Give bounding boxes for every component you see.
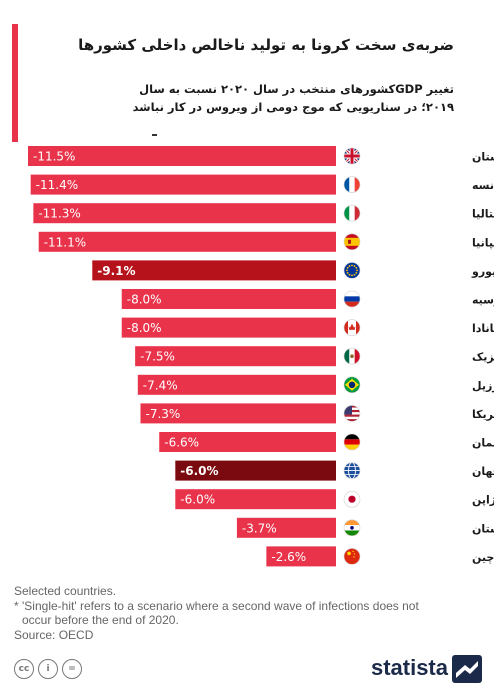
category-label: فرانسه — [472, 179, 494, 192]
bar — [121, 317, 336, 338]
note-single-hit: * 'Single-hit' refers to a scenario wher… — [14, 598, 419, 613]
source-label: Source: OECD — [14, 627, 94, 642]
canada-flag-icon — [343, 319, 361, 336]
bar-chart: -11.5% انگلستان -11.4% فرانسه -11.3% ایتالیا -… — [28, 146, 494, 567]
category-label: جهان — [472, 465, 494, 478]
bar-value-label: -8.0% — [127, 321, 162, 335]
subtitle-line-1: تغییر GDPکشورهای منتخب در سال ۲۰۲۰ نسبت … — [139, 82, 454, 96]
category-label: منطقه یورو — [471, 265, 494, 278]
category-label: آلمان — [472, 436, 494, 450]
bar-value-label: -11.3% — [38, 207, 80, 221]
bar — [175, 489, 336, 510]
category-label: چین — [472, 551, 494, 564]
mexico-flag-icon — [343, 347, 361, 365]
footer-notes: Selected countries. * 'Single-hit' refer… — [14, 584, 484, 642]
bar — [92, 260, 336, 281]
bar — [140, 403, 336, 424]
accent-bar — [12, 24, 18, 142]
bar — [175, 460, 336, 481]
japan-flag-icon — [343, 490, 361, 508]
italy-flag-icon — [343, 204, 361, 222]
no-derivatives-icon[interactable]: = — [62, 659, 82, 679]
bar-value-label: -9.1% — [97, 264, 135, 278]
bar-value-label: -11.5% — [33, 150, 75, 164]
category-label: ژاپن — [472, 494, 494, 507]
category-label: هندوستان — [472, 522, 494, 535]
category-label: انگلستان — [472, 151, 494, 164]
note-selected-countries: Selected countries. — [14, 584, 117, 598]
tick-mark — [152, 134, 157, 136]
statista-logo-text[interactable]: statista — [370, 655, 448, 680]
attribution-icon[interactable]: i — [38, 659, 58, 679]
bar — [137, 374, 336, 395]
category-label: روسیه — [472, 294, 494, 307]
bar-value-label: -7.4% — [143, 378, 178, 392]
brazil-flag-icon — [343, 376, 361, 394]
bar-value-label: -8.0% — [127, 293, 162, 307]
bar-value-label: -6.0% — [180, 493, 215, 507]
bar — [121, 289, 336, 309]
chart-subtitle: تغییر GDPکشورهای منتخب در سال ۲۰۲۰ نسبت … — [54, 80, 454, 116]
chart-title: ضربه‌ی سخت کرونا به تولید ناخالص داخلی ک… — [78, 36, 454, 54]
france-flag-icon — [343, 176, 361, 193]
bar-value-label: -6.0% — [180, 464, 218, 478]
category-label: ایتالیا — [472, 208, 494, 221]
cc-icon[interactable]: cc — [14, 659, 34, 679]
india-flag-icon — [343, 519, 361, 537]
china-flag-icon — [343, 548, 361, 565]
bar-value-label: -11.1% — [44, 235, 86, 249]
bar — [266, 546, 336, 567]
bar-value-label: -7.5% — [140, 350, 175, 364]
bar — [135, 346, 336, 367]
category-label: مکزیک — [472, 351, 494, 364]
bar — [33, 203, 337, 224]
bar-value-label: -11.4% — [36, 178, 78, 192]
category-label: کانادا — [472, 322, 494, 335]
world-icon — [343, 462, 361, 479]
russia-flag-icon — [343, 290, 361, 308]
germany-flag-icon — [343, 433, 361, 451]
category-label: برزیل — [472, 379, 494, 392]
spain-flag-icon — [343, 233, 361, 251]
subtitle-line-2: ۲۰۱۹؛ در سناریویی که موج دومی از ویروس د… — [132, 100, 454, 114]
eu-flag-icon — [343, 262, 361, 279]
statista-logo-icon[interactable] — [452, 655, 482, 683]
bar-value-label: -6.6% — [164, 436, 199, 450]
uk-flag-icon — [343, 147, 361, 165]
category-label: آمریکا — [472, 407, 494, 421]
note-single-hit-cont: occur before the end of 2020. — [22, 613, 179, 627]
bar-value-label: -7.3% — [145, 407, 180, 421]
bar — [236, 517, 336, 538]
bar-value-label: -2.6% — [271, 550, 306, 564]
bar-value-label: -3.7% — [242, 521, 277, 535]
bar — [38, 231, 336, 252]
license-icons: cc i = — [14, 659, 82, 679]
bar — [159, 432, 336, 452]
category-label: اسپانیا — [472, 236, 494, 249]
bar — [28, 146, 336, 166]
usa-flag-icon — [343, 405, 361, 422]
bar — [30, 174, 337, 195]
